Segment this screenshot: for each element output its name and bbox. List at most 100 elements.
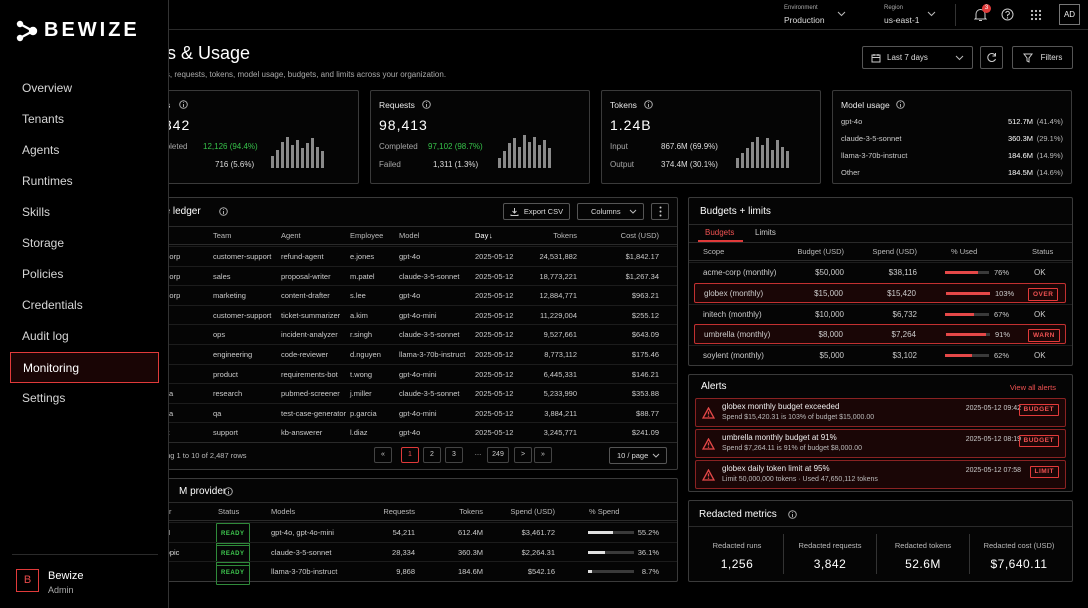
budget-usage-fill [945, 271, 979, 274]
sidebar-item-credentials[interactable]: Credentials [22, 298, 83, 312]
provider-models: claude-3-5-sonnet [271, 547, 332, 557]
info-icon[interactable] [896, 100, 905, 109]
apps-grid-icon[interactable] [1030, 9, 1042, 21]
region-label: Region [884, 5, 904, 11]
sidebar-item-monitoring[interactable]: Monitoring [10, 352, 159, 383]
budget-status: OK [1034, 351, 1046, 361]
view-all-alerts-link[interactable]: View all alerts [1009, 383, 1056, 392]
filters-label: Filters [1040, 53, 1063, 62]
budgets-title: Budgets + limits [700, 206, 771, 217]
table-row[interactable]: excustomer-supportticket-summarizera.kim… [141, 304, 677, 325]
columns-select[interactable]: Columns [577, 203, 644, 220]
ledger-cell-5: 2025-05-12 [475, 369, 514, 379]
account-avatar[interactable]: AD [1059, 4, 1080, 25]
sidebar-item-storage[interactable]: Storage [22, 236, 65, 250]
spend-share-bar [588, 550, 634, 554]
provider-row[interactable]: nAIREADYgpt-4o, gpt-4o-mini54,211612.4M$… [141, 522, 677, 546]
budget-row[interactable]: initech (monthly) $10,000 $6,732 67% OK [689, 303, 1072, 324]
export-csv-button[interactable]: Export CSV [503, 203, 570, 220]
provider-spend-percent: 36.1% [637, 547, 659, 557]
table-row[interactable]: entsupportkb-answererl.diazgpt-4o2025-05… [141, 422, 677, 442]
info-icon[interactable] [788, 510, 797, 519]
page-button-»[interactable]: » [534, 447, 552, 463]
tab-limits[interactable]: Limits [755, 228, 776, 237]
alert-item[interactable]: globex monthly budget exceeded Spend $15,… [695, 398, 1066, 427]
page-button-2[interactable]: 2 [423, 447, 441, 463]
budget-scope: umbrella (monthly) [704, 330, 771, 340]
model-name: gpt-4o [841, 117, 863, 126]
ledger-cell-5: 2025-05-12 [475, 310, 514, 320]
provider-row[interactable]: hropic READY claude-3-5-sonnet 28,334 360.3M… [141, 541, 677, 566]
ledger-cell-1: customer-support [213, 252, 272, 261]
budget-row[interactable]: acme-corp (monthly) $50,000 $38,116 76% OK [689, 262, 1072, 282]
sidebar-item-policies[interactable]: Policies [22, 267, 64, 281]
help-icon[interactable] [1001, 8, 1014, 21]
ledger-col-4: Model [399, 231, 420, 240]
budget-usage-fill [945, 312, 975, 316]
user-avatar[interactable]: B [16, 569, 39, 592]
sidebar-item-runtimes[interactable]: Runtimes [22, 174, 73, 188]
table-row[interactable]: exopsincident-analyzerr.singhclaude-3-5-… [141, 324, 677, 344]
budget-row[interactable]: soylent (monthly) $5,000 $3,102 62% OK [689, 345, 1072, 365]
sparkline-bar [538, 145, 541, 168]
filters-button[interactable]: Filters [1012, 46, 1073, 69]
page-button-«[interactable]: « [374, 447, 392, 463]
table-row[interactable]: e-corp sales proposal-writer m.patel claude-… [141, 265, 677, 286]
page-button-3[interactable]: 3 [445, 447, 463, 463]
provider-row[interactable]: aREADYllama-3-70b-instruct9,868184.6M$54… [141, 561, 677, 585]
page-button-249[interactable]: 249 [487, 447, 509, 463]
info-icon[interactable] [224, 487, 233, 496]
status-badge: READY [216, 562, 250, 585]
budget-row[interactable]: umbrella (monthly) $8,000 $7,264 91% WARN [694, 324, 1066, 345]
table-row[interactable]: e-corp marketing content-drafter s.lee gpt-4… [141, 285, 677, 305]
alert-item[interactable]: globex daily token limit at 95% Limit 50,… [695, 460, 1066, 489]
provider-col-5: Spend (USD) [510, 507, 555, 516]
region-select[interactable]: us-east-1 [884, 15, 920, 25]
ledger-cell-1: research [213, 389, 243, 399]
sidebar-item-skills[interactable]: Skills [22, 205, 51, 219]
ledger-cell-5: 2025-05-12 [475, 428, 514, 438]
sort-desc-icon[interactable]: ↓ [489, 231, 493, 240]
brand-logo[interactable]: BEWIZE [16, 19, 140, 42]
info-icon[interactable] [179, 100, 188, 109]
info-icon[interactable] [644, 100, 653, 109]
ledger-col-5[interactable]: Day [475, 231, 489, 240]
budget-status: OK [1034, 268, 1046, 277]
warning-icon [702, 469, 715, 481]
sidebar-item-agents[interactable]: Agents [22, 143, 60, 157]
budget-scope: soylent (monthly) [703, 351, 764, 361]
page-button-1[interactable]: 1 [401, 447, 419, 463]
ledger-cell-4: gpt-4o-mini [399, 408, 437, 418]
divider [141, 226, 677, 227]
divider [689, 526, 1072, 527]
alert-item[interactable]: umbrella monthly budget at 91% Spend $7,2… [695, 429, 1066, 458]
env-select[interactable]: Production [784, 15, 825, 25]
budget-row[interactable]: globex (monthly) $15,000 $15,420 103% OVER [694, 282, 1066, 303]
table-row[interactable]: chproductrequirements-bott.wonggpt-4o-mi… [141, 363, 677, 384]
sidebar-item-tenants[interactable]: Tenants [22, 112, 65, 126]
date-range-select[interactable]: Last 7 days [862, 46, 973, 69]
table-row[interactable]: rellaresearchpubmed-screenerj.millerclau… [141, 383, 677, 403]
sidebar-item-audit-log[interactable]: Audit log [22, 329, 69, 343]
sparkline-bar [291, 145, 294, 168]
sidebar-item-settings[interactable]: Settings [22, 391, 66, 405]
tokens-card: Tokens 1.24B Input 867.6M (69.9%) Output… [601, 90, 821, 184]
ledger-cell-3: m.patel [350, 271, 375, 281]
info-icon[interactable] [422, 100, 431, 109]
page-button->[interactable]: > [514, 447, 532, 463]
budget-status: OVER [1028, 287, 1059, 301]
ledger-cell-1: ops [213, 330, 226, 340]
tab-budgets[interactable]: Budgets [705, 228, 735, 237]
page-size-select[interactable]: 10 / page [609, 447, 667, 464]
refresh-button[interactable] [980, 46, 1003, 69]
more-menu-button[interactable] [651, 203, 669, 220]
requests-completed-label: Completed [379, 142, 418, 151]
sparkline-bar [301, 148, 304, 168]
alert-title: globex daily token limit at 95% [722, 464, 830, 473]
table-row[interactable]: chengineeringcode-reviewerd.nguyenllama-… [141, 344, 677, 364]
table-row[interactable]: rellaqatest-case-generatorp.garciagpt-4o… [141, 402, 677, 423]
table-row[interactable]: e-corp customer-support refund-agent e.jone… [141, 246, 677, 266]
sidebar-item-overview[interactable]: Overview [22, 81, 73, 95]
runs-card: s ,842 mpleted 12,126 (94.4%) d 716 (5.6… [140, 90, 359, 184]
info-icon[interactable] [219, 207, 228, 216]
